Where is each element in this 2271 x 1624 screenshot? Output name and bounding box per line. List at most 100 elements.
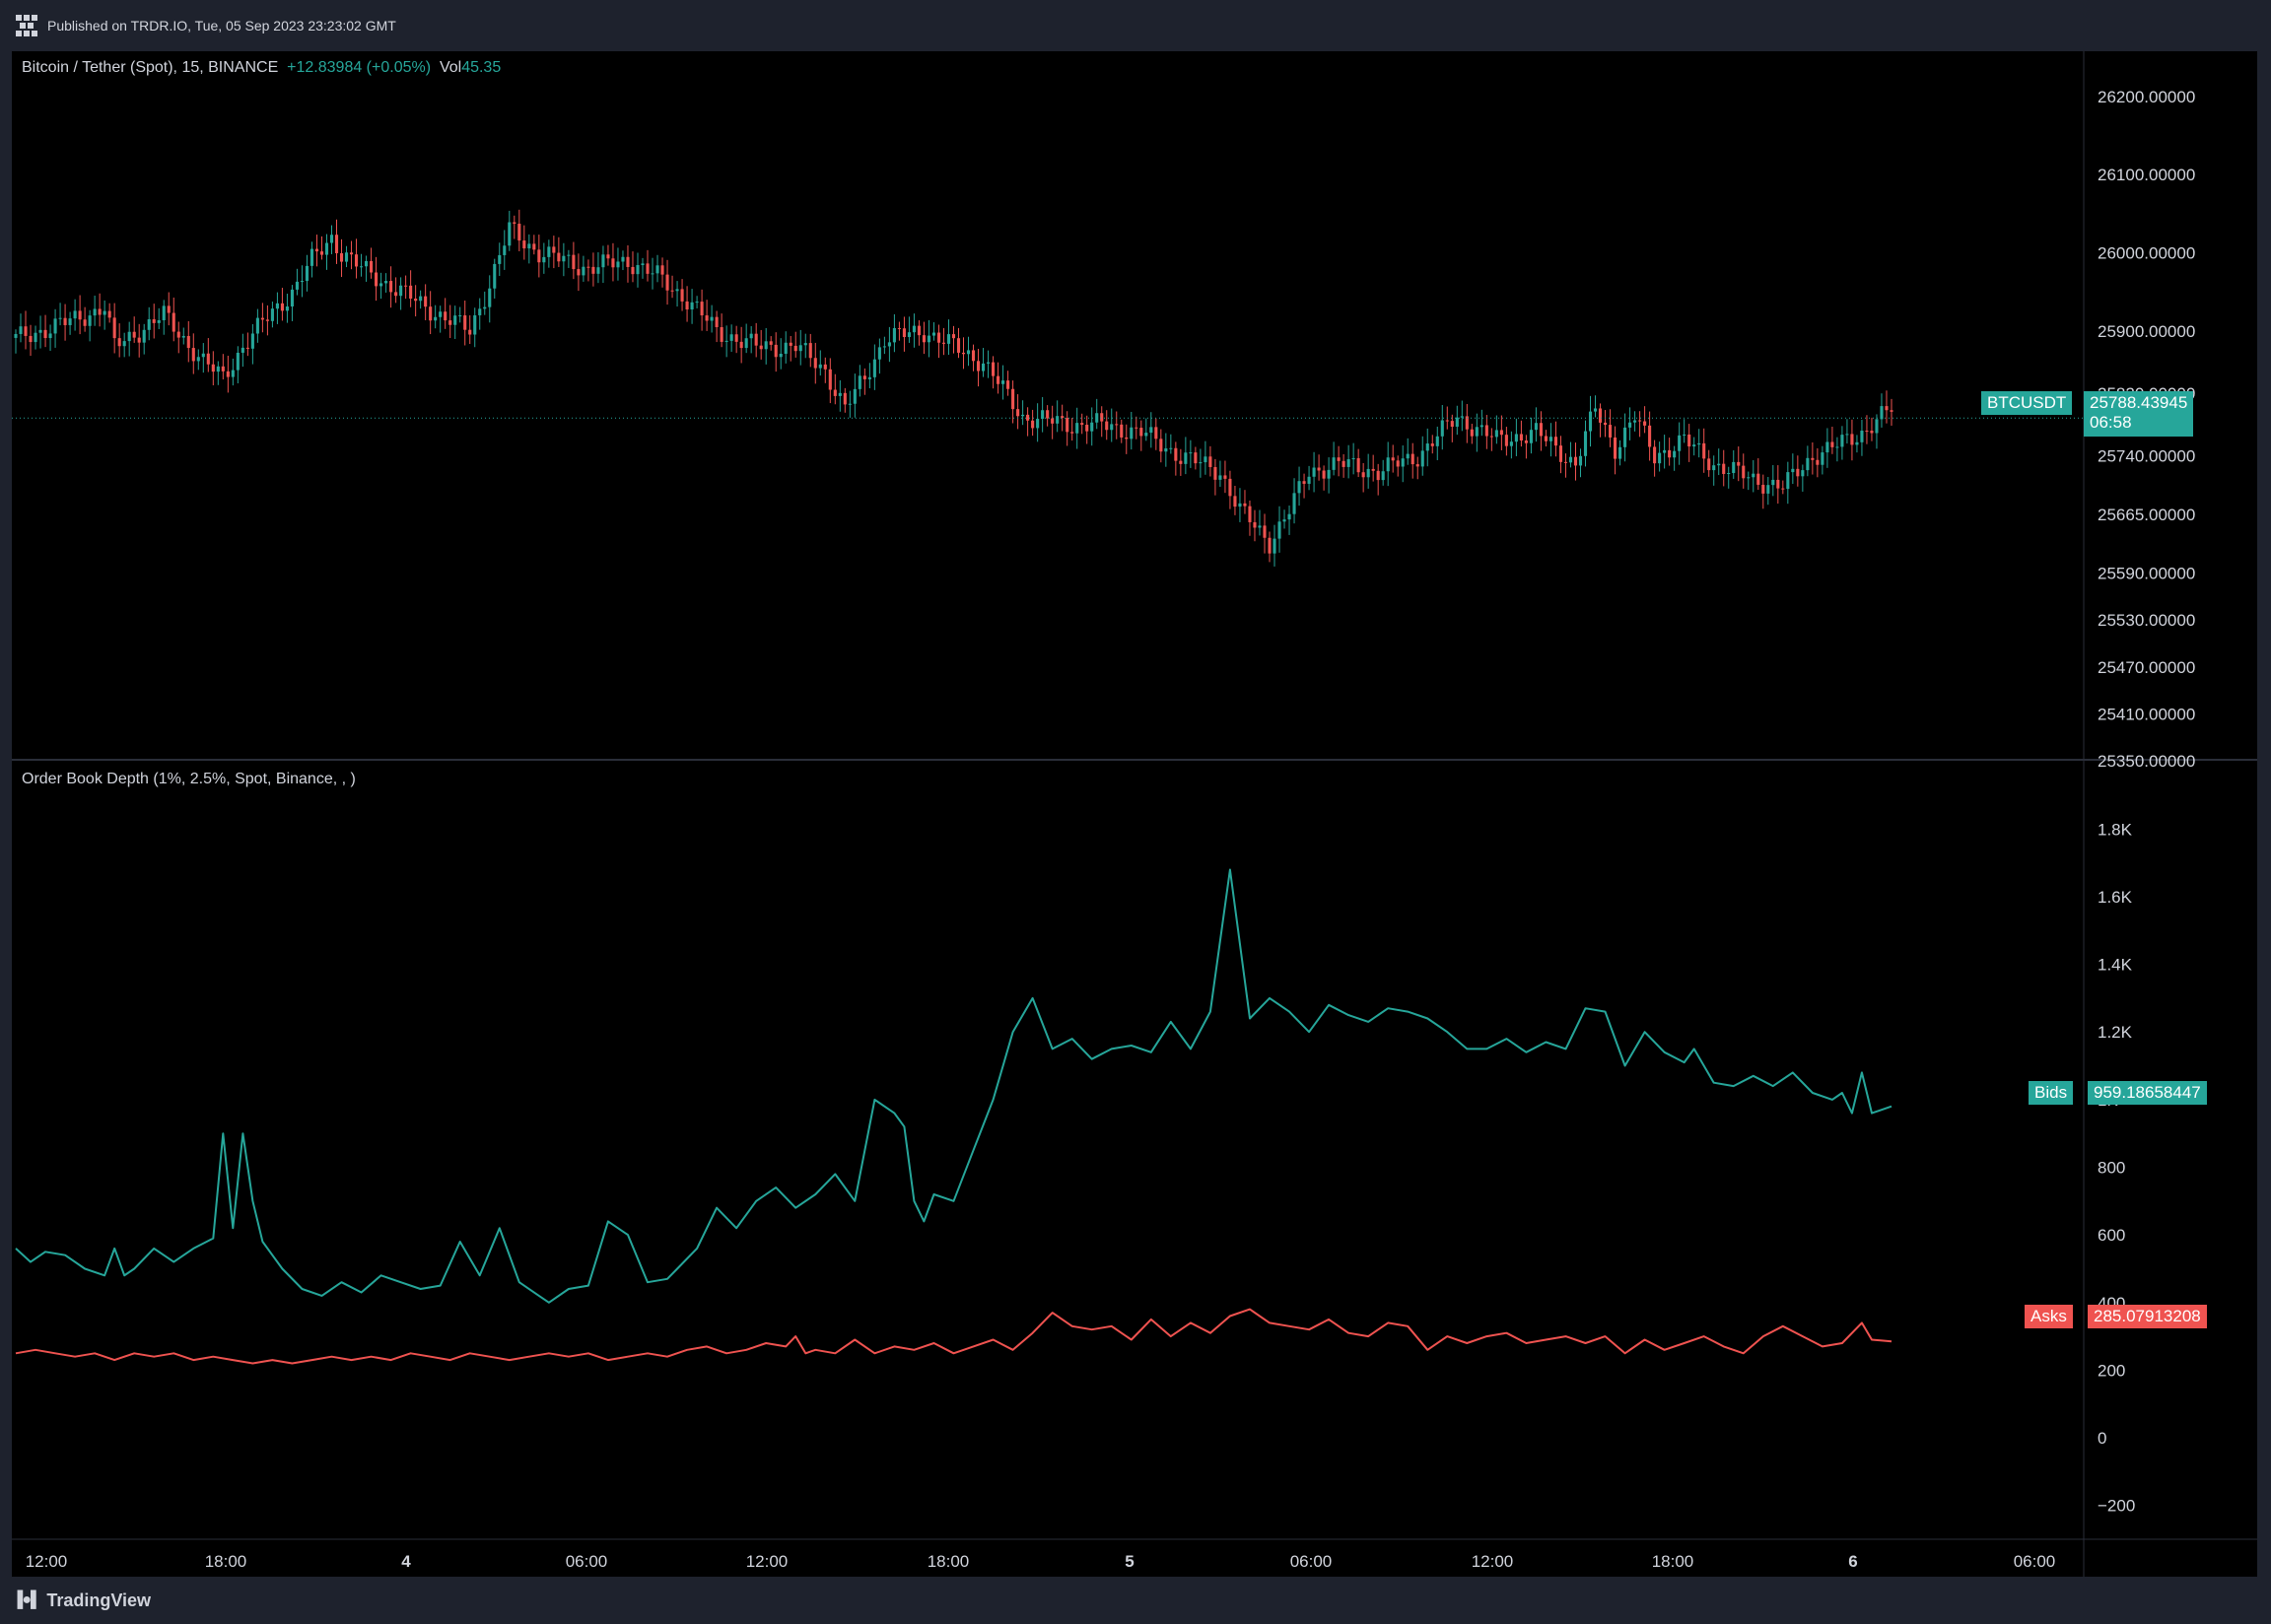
- candle-body: [1396, 460, 1400, 467]
- candle-body: [710, 316, 714, 321]
- candle-body: [1346, 459, 1350, 467]
- candle-body: [1273, 538, 1276, 554]
- candle-body: [586, 266, 590, 268]
- candle-body: [181, 335, 185, 338]
- candle-body: [522, 240, 526, 249]
- candle-body: [1668, 449, 1672, 458]
- candle-body: [1548, 437, 1553, 441]
- candle-body: [314, 248, 319, 252]
- candle-body: [651, 273, 654, 275]
- candle-body: [1771, 479, 1775, 486]
- candle-body: [424, 296, 428, 307]
- candle-body: [122, 341, 126, 347]
- candle-body: [922, 335, 927, 343]
- depth-tick-label: 0: [2098, 1429, 2106, 1448]
- candle-body: [93, 308, 97, 316]
- symbol-title[interactable]: Bitcoin / Tether (Spot), 15, BINANCE: [22, 59, 279, 76]
- candle-body: [577, 269, 581, 276]
- price-tick-label: 25410.00000: [2098, 705, 2195, 723]
- candle-body: [1287, 513, 1291, 520]
- candle-body: [1835, 446, 1839, 448]
- asks-label-tag: Asks: [2025, 1305, 2073, 1328]
- volume-label: Vol: [439, 59, 462, 76]
- candle-body: [78, 310, 82, 320]
- candle-body: [655, 265, 659, 274]
- candle-body: [310, 248, 314, 266]
- candle-body: [1786, 472, 1790, 490]
- indicator-title[interactable]: Order Book Depth (1%, 2.5%, Spot, Binanc…: [22, 771, 356, 787]
- candle-body: [137, 337, 141, 343]
- candle-body: [843, 392, 847, 405]
- candle-body: [1342, 460, 1345, 467]
- depth-tick-label: 200: [2098, 1361, 2125, 1380]
- candle-body: [359, 266, 364, 268]
- candle-body: [280, 303, 284, 311]
- depth-tick-label: 1.6K: [2098, 888, 2133, 907]
- candle-body: [68, 318, 72, 325]
- price-tick-label: 25900.00000: [2098, 322, 2195, 341]
- candle-body: [73, 310, 77, 319]
- candle-body: [186, 335, 190, 349]
- candle-body: [1563, 461, 1568, 463]
- candle-body: [384, 281, 388, 284]
- candle-body: [206, 353, 210, 365]
- price-tick-label: 25530.00000: [2098, 611, 2195, 630]
- candle-body: [1130, 427, 1134, 440]
- candle-body: [1737, 461, 1741, 466]
- candle-body: [1356, 457, 1360, 473]
- candle-body: [399, 285, 403, 297]
- candle-body: [1159, 439, 1163, 452]
- candle-body: [527, 243, 531, 249]
- candle-body: [409, 285, 413, 300]
- candle-body: [498, 254, 502, 264]
- candle-body: [117, 338, 121, 347]
- time-tick-label: 18:00: [928, 1552, 970, 1571]
- candle-body: [1544, 436, 1548, 441]
- time-tick-label: 06:00: [566, 1552, 608, 1571]
- candle-body: [1673, 450, 1677, 458]
- candle-body: [1816, 459, 1820, 465]
- candle-body: [1036, 418, 1040, 429]
- candle-body: [429, 306, 433, 321]
- candle-body: [582, 266, 585, 276]
- candle-body: [1583, 431, 1588, 456]
- candle-body: [951, 334, 956, 339]
- candle-body: [744, 338, 748, 349]
- candle-body: [1218, 475, 1222, 480]
- candle-body: [1061, 416, 1065, 419]
- candle-body: [872, 359, 876, 377]
- candle-body: [1307, 476, 1311, 484]
- depth-lines: [15, 868, 1892, 1365]
- candle-body: [453, 315, 457, 325]
- candle-body: [1702, 442, 1706, 459]
- candle-body: [260, 317, 264, 320]
- published-label: Published on TRDR.IO, Tue, 05 Sep 2023 2…: [47, 18, 396, 34]
- indicator-legend[interactable]: Order Book Depth (1%, 2.5%, Spot, Binanc…: [22, 771, 356, 788]
- candle-body: [927, 335, 931, 343]
- candle-body: [468, 329, 472, 335]
- candle-body: [1747, 477, 1751, 479]
- candle-body: [1001, 380, 1005, 384]
- candle-body: [1223, 475, 1227, 479]
- candle-body: [1509, 441, 1513, 446]
- candle-body: [981, 363, 986, 372]
- candle-body: [1524, 440, 1528, 443]
- candle-body: [1613, 437, 1617, 459]
- tradingview-logo[interactable]: ▐●▌ TradingView: [12, 1590, 151, 1611]
- candle-body: [1361, 472, 1365, 478]
- candle-body: [29, 335, 33, 343]
- candle-body: [1648, 425, 1652, 447]
- candle-body: [1588, 411, 1593, 432]
- candle-body: [1371, 468, 1375, 471]
- candle-body: [798, 345, 802, 352]
- chart-area[interactable]: 26200.00000 26100.00000 26000.00000 25900.0…: [12, 51, 2257, 1577]
- candle-body: [1692, 444, 1696, 447]
- candle-body: [1811, 457, 1815, 460]
- main-legend[interactable]: Bitcoin / Tether (Spot), 15, BINANCE +12…: [22, 59, 501, 77]
- candle-body: [690, 302, 694, 310]
- candle-body: [34, 332, 37, 343]
- candle-body: [971, 350, 976, 362]
- chart-canvas[interactable]: 26200.00000 26100.00000 26000.00000 25900.0…: [12, 51, 2257, 1577]
- candle-body: [1258, 525, 1262, 528]
- candle-body: [1322, 470, 1326, 479]
